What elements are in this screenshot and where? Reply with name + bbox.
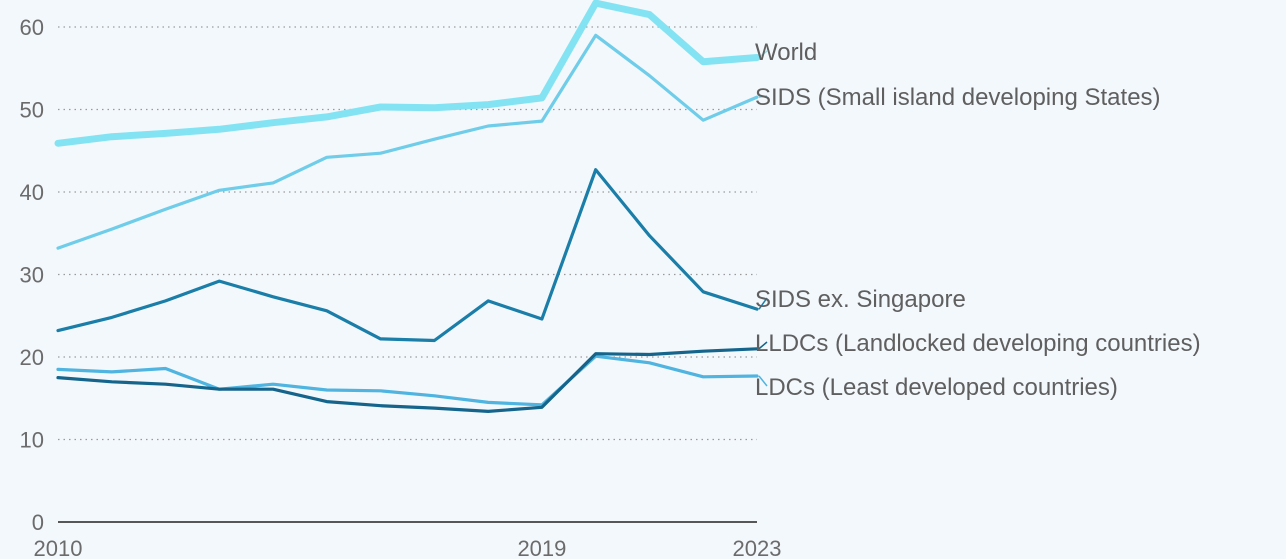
series-label-3: LLDCs (Landlocked developing countries): [755, 330, 1201, 357]
series-label-0: World: [755, 39, 817, 66]
y-tick-label-20: 20: [20, 345, 44, 370]
gridlines: [58, 26, 757, 441]
x-tick-label-2019: 2019: [517, 536, 566, 559]
series-label-connector-0: [758, 50, 768, 59]
y-tick-label-40: 40: [20, 180, 44, 205]
series-label-1: SIDS (Small island developing States): [755, 84, 1161, 111]
y-tick-label-30: 30: [20, 263, 44, 288]
series-line-4: [56, 354, 759, 407]
series-label-connector-4: [758, 375, 768, 387]
x-tick-label-2023: 2023: [733, 536, 782, 559]
series-labels: World SIDS (Small island developing State…: [755, 39, 1201, 401]
series-line-2: [56, 168, 759, 343]
y-tick-label-10: 10: [20, 428, 44, 453]
series-line-3: [56, 347, 759, 413]
y-tick-label-60: 60: [20, 15, 44, 40]
y-axis-tick-labels: 0 10 20 30 40 50 60: [20, 15, 44, 535]
y-tick-label-0: 0: [32, 510, 44, 535]
y-tick-label-50: 50: [20, 98, 44, 123]
x-axis-tick-labels: 2010 2019 2023: [34, 536, 782, 559]
series-label-connector-3: [758, 341, 768, 350]
series-label-4: LDCs (Least developed countries): [755, 374, 1118, 401]
series-lines: [54, 0, 761, 413]
series-line-1: [56, 33, 759, 250]
series-label-connector-2: [758, 297, 768, 310]
series-label-connector-1: [758, 95, 768, 98]
x-tick-label-2010: 2010: [34, 536, 83, 559]
series-label-2: SIDS ex. Singapore: [755, 286, 966, 313]
series-line-0: [54, 0, 761, 147]
